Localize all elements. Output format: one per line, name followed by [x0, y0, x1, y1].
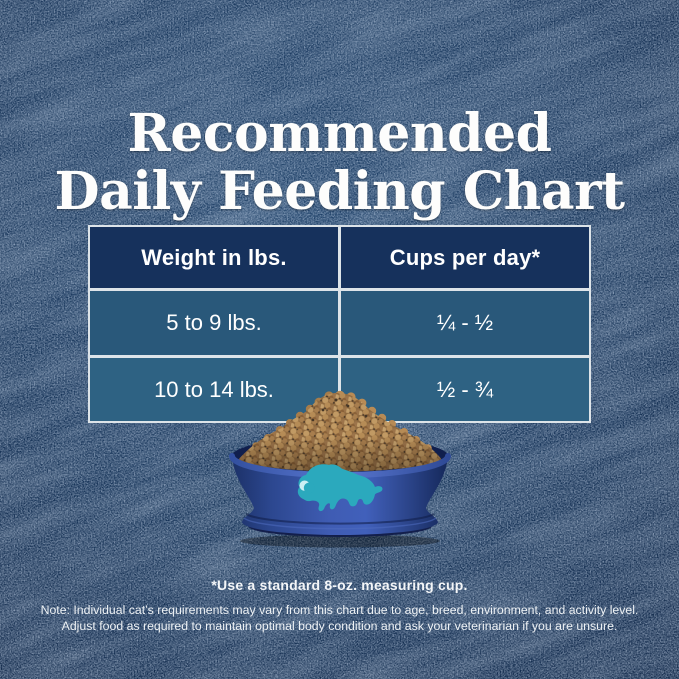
table-row-cups: ¼ - ½ — [341, 291, 589, 355]
veterinary-note-line1: Note: Individual cat’s requirements may … — [40, 603, 639, 617]
buffalo-logo-icon — [297, 464, 383, 512]
page-title-line1: Recommended — [127, 102, 552, 164]
veterinary-note: Note: Individual cat’s requirements may … — [0, 603, 679, 634]
page-title: Recommended Daily Feeding Chart — [0, 102, 679, 222]
table-header-weight: Weight in lbs. — [90, 227, 338, 288]
measuring-cup-footnote: *Use a standard 8-oz. measuring cup. — [211, 577, 468, 593]
table-row-weight: 5 to 9 lbs. — [90, 291, 338, 355]
table-row-cups: ½ - ¾ — [341, 358, 589, 421]
page-title-line2: Daily Feeding Chart — [54, 160, 625, 222]
table-header-cups: Cups per day* — [341, 227, 589, 288]
veterinary-note-line2: Adjust food as required to maintain opti… — [61, 618, 618, 633]
kibble-pile — [238, 390, 442, 472]
table-row-weight: 10 to 14 lbs. — [90, 358, 338, 421]
bowl-shadow — [240, 534, 440, 548]
pet-food-bowl-illustration — [229, 390, 451, 548]
feeding-table: Weight in lbs. Cups per day* 5 to 9 lbs.… — [88, 225, 591, 423]
